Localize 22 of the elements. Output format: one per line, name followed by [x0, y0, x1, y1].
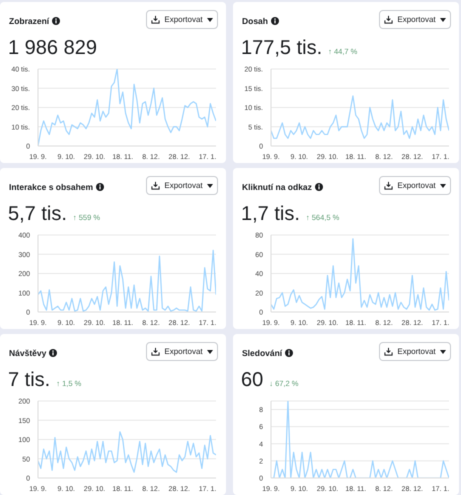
export-button: Exportovat — [146, 342, 218, 361]
chart-subtitle: 5,7 tis. — [8, 203, 67, 226]
chart-subtitle: 1,7 tis. — [241, 203, 300, 226]
chart-subtitle: 177,5 tis. — [241, 37, 322, 60]
line-series — [38, 431, 216, 473]
chart-title: Kliknutí na odkaz — [242, 182, 312, 192]
export-button: Exportovat — [146, 10, 218, 29]
line-series — [271, 95, 449, 139]
export-button: Exportovat — [379, 342, 451, 361]
chart-title: Dosah — [242, 16, 268, 26]
line-series — [38, 69, 216, 146]
chart-subtitle: 7 tis. — [8, 369, 50, 392]
export-button: Exportovat — [379, 10, 451, 29]
chart-title: Návštěvy — [9, 348, 46, 358]
chart-title: Zobrazení — [9, 16, 50, 26]
chart-title: Interakce s obsahem — [9, 182, 94, 192]
line-series — [271, 238, 449, 311]
chart-subtitle: 1 986 829 — [8, 37, 97, 60]
export-button: Exportovat — [379, 176, 451, 195]
line-series — [271, 401, 449, 478]
chart-title: Sledování — [242, 348, 282, 358]
export-button: Exportovat — [146, 176, 218, 195]
